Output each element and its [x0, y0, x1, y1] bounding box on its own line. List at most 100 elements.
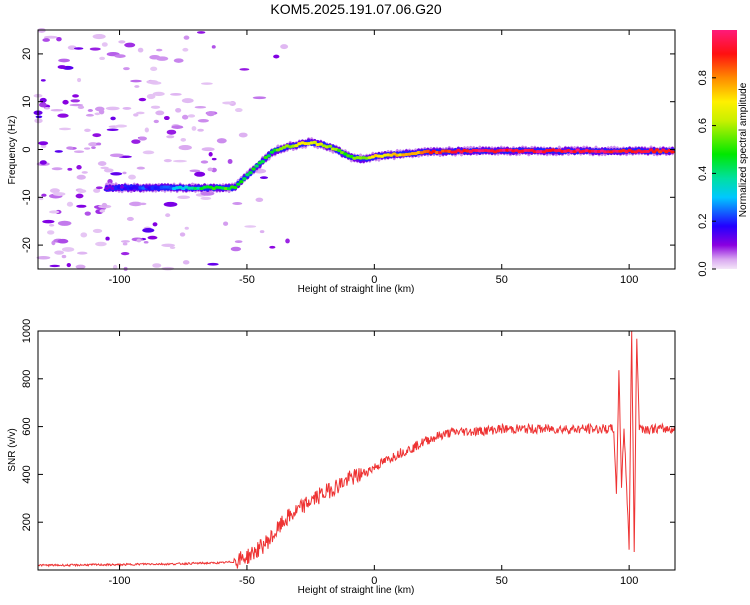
spectrogram-noise-blob	[146, 79, 159, 84]
spectrogram-noise-blob	[43, 35, 58, 39]
spectrogram-noise-blob	[49, 188, 60, 194]
spectrogram-noise-blob	[142, 150, 155, 155]
spectrogram-noise-blob	[150, 105, 161, 109]
spectrogram-noise-blob	[70, 99, 81, 103]
spectrogram-x-ticks: -100 -50 0 50 100	[109, 30, 638, 286]
spectrogram-noise-blob	[89, 47, 101, 51]
spectrogram-noise-blob	[252, 96, 267, 100]
spectrogram-ridge-cell	[440, 149, 446, 153]
spectrogram-noise-blob	[122, 242, 128, 246]
snr-x-tick-label: -50	[239, 575, 255, 587]
spectrogram-noise-blob	[57, 113, 69, 118]
spectrogram-ridge-cell	[535, 149, 541, 154]
spectrogram-noise-blob	[136, 238, 142, 243]
spectrogram-noise-blob	[96, 142, 102, 146]
snr-x-tick-label: 50	[496, 575, 508, 587]
spectrogram-noise-blob	[84, 211, 91, 216]
spectrogram-ridge-cell	[242, 177, 247, 181]
spectrogram-noise-blob	[100, 166, 109, 170]
spectrogram-y-ticks: -20 -10 0 10 20	[21, 48, 675, 253]
spectrogram-noise-blob	[52, 192, 66, 196]
spectrogram-noise-blob	[208, 152, 213, 157]
spectrogram-noise-blob	[38, 141, 49, 146]
spectrogram-noise-blob	[95, 186, 103, 190]
spectrogram-ridge-cell	[499, 148, 504, 152]
spectrogram-noise-blob	[94, 112, 101, 116]
spectrogram-noise-blob	[136, 166, 146, 170]
spectrogram-noise-blob	[99, 56, 106, 61]
spectrogram-ridge-cell	[343, 152, 348, 156]
spectrogram-noise	[33, 27, 290, 272]
spectrogram-ridge-cell	[245, 173, 250, 177]
spectrogram-noise-blob	[152, 91, 165, 96]
snr-frame	[37, 330, 676, 571]
spectrogram-noise-blob	[181, 98, 194, 104]
spectrogram-noise-blob	[191, 126, 197, 131]
spectrogram-noise-blob	[136, 111, 145, 115]
spectrogram-noise-blob	[105, 236, 110, 241]
spectrogram-ridge-cell	[572, 150, 577, 154]
snr-plot-area	[38, 331, 675, 570]
snr-y-tick-label: 800	[21, 370, 33, 388]
snr-x-tick-label: 0	[371, 575, 377, 587]
spectrogram-noise-blob	[207, 167, 213, 172]
spectrogram-noise-blob	[230, 246, 242, 252]
spectrogram-noise-blob	[181, 114, 189, 120]
snr-panel: -100 -50 0 50 100 200 400 600 800 1000 Height of…	[7, 319, 676, 596]
spectrogram-ridge-cell	[263, 155, 268, 160]
spectrogram-noise-blob	[255, 197, 264, 203]
spectrogram-ridge-cell	[502, 148, 507, 152]
snr-x-ticks: -100 -50 0 50 100	[109, 331, 638, 587]
spectrogram-noise-blob	[285, 238, 290, 244]
spectrogram-noise-blob	[39, 102, 47, 108]
spectrogram-noise-blob	[101, 42, 108, 47]
snr-y-tick-label: 400	[21, 465, 33, 483]
spectrogram-noise-blob	[152, 263, 162, 268]
spectrogram-noise-blob	[95, 241, 107, 247]
spectrogram-noise-blob	[48, 223, 55, 227]
colorbar-tick-label: 0.6	[697, 118, 709, 133]
spectrogram-noise-blob	[42, 38, 50, 42]
spectrogram-ridge-cell	[318, 142, 324, 146]
spectrogram-noise-blob	[152, 222, 158, 227]
spectrogram-noise-blob	[66, 146, 74, 150]
spectrogram-noise-blob	[153, 119, 159, 124]
spectrogram-noise-blob	[194, 105, 207, 109]
spectrogram-noise-blob	[130, 79, 142, 83]
spectrogram-noise-blob	[211, 157, 217, 161]
spectrogram-y-tick-label: 0	[21, 146, 33, 152]
spectrogram-noise-blob	[39, 160, 47, 165]
spectrogram-ridge-cell	[651, 150, 657, 154]
spectrogram-noise-blob	[138, 136, 147, 141]
spectrogram-noise-blob	[133, 113, 139, 117]
spectrogram-noise-blob	[77, 105, 85, 110]
spectrogram-noise-blob	[182, 47, 189, 52]
spectrogram-noise-blob	[234, 240, 243, 244]
spectrogram-noise-blob	[200, 82, 213, 85]
spectrogram-x-tick-label: 100	[620, 274, 638, 286]
spectrogram-noise-blob	[118, 40, 126, 44]
spectrogram-noise-blob	[146, 93, 156, 100]
spectrogram-ridge-cell	[254, 164, 259, 168]
spectrogram-noise-blob	[49, 210, 60, 214]
spectrogram-noise-blob	[120, 240, 131, 243]
spectrogram-noise-blob	[172, 159, 187, 163]
spectrogram-noise-blob	[183, 35, 190, 40]
spectrogram-noise-blob	[143, 240, 149, 244]
spectrogram-noise-blob	[269, 245, 276, 249]
spectrogram-noise-blob	[138, 97, 147, 102]
spectrogram-noise-blob	[114, 124, 128, 128]
spectrogram-noise-blob	[139, 202, 147, 206]
spectrogram-noise-blob	[234, 108, 243, 113]
spectrogram-noise-blob	[43, 106, 50, 110]
spectrogram-noise-blob	[123, 67, 130, 71]
spectrogram-noise-blob	[137, 47, 144, 53]
spectrogram-noise-blob	[73, 150, 85, 154]
spectrogram-noise-blob	[101, 202, 108, 208]
spectrogram-noise-blob	[114, 54, 126, 58]
spectrogram-noise-blob	[61, 254, 67, 259]
spectrogram-noise-blob	[280, 44, 289, 50]
spectrogram-noise-blob	[156, 56, 169, 61]
spectrogram-noise-blob	[51, 167, 63, 171]
snr-y-tick-label: 1000	[21, 319, 33, 343]
